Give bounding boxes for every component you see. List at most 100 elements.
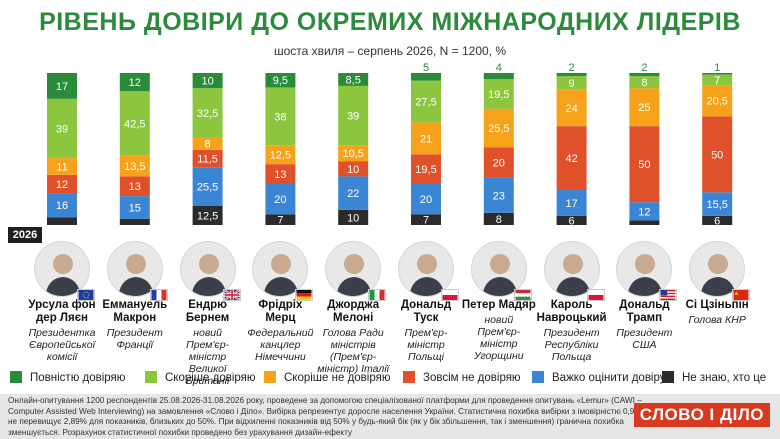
data-label: 15,5 — [706, 199, 727, 211]
flag-icon — [149, 289, 168, 301]
bar-segment — [702, 116, 733, 193]
legend-label: Повністю довіряю — [30, 372, 126, 384]
footer: Онлайн-опитування 1200 респондентів 25.0… — [0, 394, 780, 439]
data-label: 10,5 — [342, 148, 363, 160]
leader-portrait — [398, 241, 454, 297]
bar-segment — [556, 76, 587, 90]
flag-icon — [77, 289, 95, 301]
bar-segment — [47, 193, 77, 218]
leader-card: Еммануель Макрон Президент Франції — [98, 241, 172, 351]
data-label: 12,5 — [270, 150, 291, 162]
leader-name: Еммануель Макрон — [102, 299, 168, 324]
data-label: 4 — [496, 62, 502, 74]
leader-name: Дональд Трамп — [619, 299, 670, 324]
bar-segment — [411, 154, 441, 184]
bar-segment — [47, 174, 77, 194]
data-label: 5 — [423, 62, 429, 74]
bar-segment — [265, 183, 296, 215]
data-label: 2 — [569, 62, 575, 74]
bar-segment — [265, 87, 296, 146]
legend-swatch — [403, 371, 415, 383]
leader-role: новий Прем'єр-міністр Угорщини — [473, 314, 524, 362]
stacked-bar-chart: 516121139174151313,542,51212,525,511,583… — [47, 62, 733, 227]
data-label: 9,5 — [273, 75, 288, 87]
chart-title: РІВЕНЬ ДОВІРИ ДО ОКРЕМИХ МІЖНАРОДНИХ ЛІД… — [39, 8, 741, 36]
bar-segment — [119, 155, 150, 177]
data-label: 23 — [493, 190, 505, 202]
chart-subtitle: шоста хвиля – серпень 2026, N = 1200, % — [273, 44, 507, 58]
bar-segment — [556, 73, 587, 77]
bar-segment — [411, 214, 441, 225]
legend-swatch — [264, 371, 276, 383]
data-label: 12,5 — [197, 211, 218, 223]
bar-segment — [265, 164, 296, 184]
leader-name: Дональд Туск — [400, 299, 452, 324]
leader-card: Дональд Трамп Президент США — [607, 241, 681, 351]
bar-segment — [629, 202, 660, 221]
data-label: 16 — [56, 200, 68, 212]
bar-segment — [265, 73, 296, 88]
leader-card: Джорджа Мелоні Голова Ради міністрів (Пре… — [316, 241, 390, 375]
bar-segment — [556, 126, 587, 191]
flag-icon — [513, 289, 532, 301]
flag-icon — [732, 289, 751, 301]
leader-portrait — [689, 241, 746, 297]
data-label: 25,5 — [197, 182, 218, 194]
data-label: 20,5 — [706, 96, 727, 108]
leader-card: Фрідріх Мерц Федеральний канцлер Німеччин… — [243, 241, 317, 363]
data-label: 8 — [496, 214, 502, 226]
leader-portrait — [179, 241, 236, 297]
leader-portrait — [543, 241, 600, 297]
leader-card: Урсула фон дер Ляєн Президентка Європейсь… — [25, 241, 99, 363]
bar-segment — [411, 183, 441, 215]
flag-icon — [295, 289, 314, 301]
bar-segment — [192, 88, 223, 138]
data-label: 38 — [274, 111, 286, 123]
leader-role: Федеральний канцлер Німеччини — [247, 327, 314, 363]
data-label: 15 — [129, 203, 141, 215]
leader-name: Сі Цзіньпін — [685, 299, 749, 311]
bar-segment — [629, 220, 660, 225]
data-label: 39 — [347, 111, 359, 123]
bar-segment — [192, 137, 223, 150]
leader-name: Фрідріх Мерц — [258, 299, 303, 324]
flag-icon — [586, 289, 605, 301]
bar-segment — [47, 217, 77, 225]
leader-name: Петер Мадяр — [461, 299, 536, 311]
leader-card: Кароль Навроцький Президент Республіки По… — [535, 241, 609, 363]
legend-swatch — [662, 371, 674, 383]
leader-name: Урсула фон дер Ляєн — [28, 299, 96, 324]
legend-swatch — [145, 371, 157, 383]
bar-segment — [629, 126, 660, 203]
data-label: 11,5 — [197, 154, 218, 166]
bar-segment — [338, 73, 369, 86]
bar-segment — [119, 91, 150, 156]
leader-portrait — [34, 241, 90, 297]
legend-item-rather-distrust: Скоріше не довіряю — [264, 371, 390, 385]
leader-name: Кароль Навроцький — [536, 299, 607, 324]
data-label: 7 — [423, 215, 429, 227]
leader-role: Президент Франції — [106, 327, 163, 351]
data-label: 13,5 — [124, 161, 145, 173]
brand-logo: СЛОВО І ДІЛО — [633, 403, 770, 427]
bar-segment — [119, 73, 150, 92]
data-label: 10 — [347, 212, 359, 224]
data-label: 21 — [420, 133, 432, 145]
data-label: 7 — [714, 75, 720, 87]
flag-icon — [659, 289, 678, 301]
data-label: 17 — [565, 198, 577, 210]
leader-name: Джорджа Мелоні — [327, 299, 380, 324]
flag-icon — [441, 289, 459, 301]
legend-label: Скоріше не довіряю — [284, 372, 391, 384]
bar-segment — [338, 145, 369, 162]
bar-segment — [411, 80, 441, 123]
bar-segment — [338, 176, 369, 210]
legend-label: Важко оцінити довіру — [552, 372, 666, 384]
data-label: 8 — [641, 77, 647, 89]
data-label: 11 — [56, 161, 67, 173]
data-label: 6 — [569, 215, 575, 227]
bar-segment — [702, 85, 733, 117]
leader-card: Сі Цзіньпін Голова КНР — [680, 241, 754, 326]
bar-segment — [411, 73, 441, 81]
flag-icon — [222, 289, 241, 301]
